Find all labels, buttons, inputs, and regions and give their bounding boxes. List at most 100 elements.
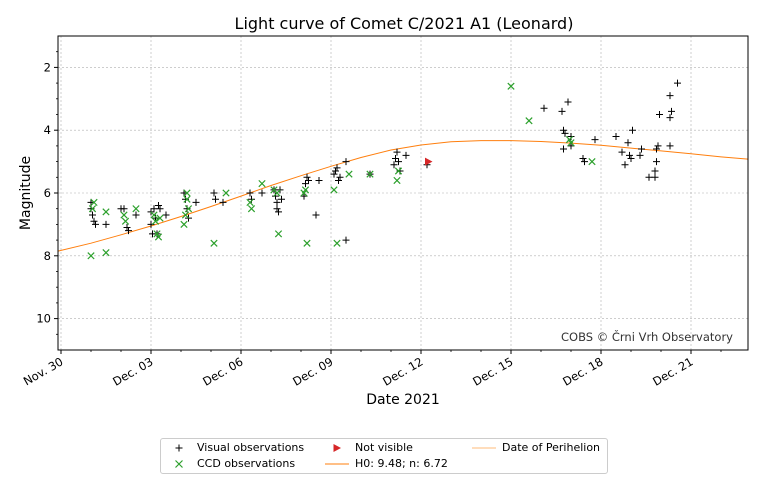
visual-observation-point	[402, 151, 410, 159]
visual-observation-point	[182, 195, 189, 203]
visual-observation-point	[626, 151, 633, 159]
x-tick-label: Dec. 18	[560, 354, 605, 388]
visual-observation-point	[302, 180, 309, 188]
ccd-observation-point	[393, 176, 401, 185]
line-marker-icon	[470, 440, 498, 456]
visual-observation-point	[666, 92, 674, 100]
ccd-observation-point	[181, 211, 190, 219]
ccd-observation-point	[258, 179, 266, 188]
ccd-observation-point	[183, 195, 191, 203]
visual-observation-point	[183, 205, 191, 213]
x-tick-label: Dec. 03	[110, 354, 155, 388]
visual-observation-point	[395, 158, 402, 166]
visual-observation-point	[120, 205, 128, 213]
visual-observation-point	[390, 161, 398, 169]
ccd-observation-point	[87, 252, 95, 260]
visual-observation-point	[156, 205, 164, 213]
visual-observation-point	[342, 236, 350, 244]
ccd-observation-point	[88, 205, 97, 213]
ccd-observation-point	[180, 220, 188, 229]
ccd-observation-point	[156, 214, 164, 222]
line-marker-icon	[323, 456, 351, 472]
x-tick-label: Dec. 12	[380, 354, 425, 388]
ccd-observation-point	[507, 82, 515, 90]
visual-observation-point	[192, 198, 200, 206]
visual-observation-point	[558, 107, 566, 115]
ccd-observation-point	[154, 233, 163, 241]
ccd-observation-point	[394, 167, 403, 175]
legend: Visual observations CCD observations Not…	[160, 438, 608, 474]
visual-observation-point	[564, 98, 572, 106]
visual-observation-point	[581, 158, 588, 166]
y-axis-title: Magnitude	[18, 156, 34, 230]
visual-observation-point	[591, 136, 599, 144]
visual-observation-point	[162, 211, 170, 219]
ccd-observation-point	[303, 239, 311, 247]
visual-observation-point	[560, 145, 567, 153]
y-tick-label: 10	[36, 312, 51, 326]
ccd-observation-point	[567, 139, 575, 147]
x-axis-title: Date 2021	[366, 392, 440, 408]
visual-observation-point	[674, 79, 681, 87]
y-tick-label: 2	[44, 60, 51, 74]
ccd-observation-point	[273, 189, 281, 197]
visual-observation-point	[210, 189, 218, 197]
ccd-observation-point	[121, 217, 130, 225]
ccd-observation-point	[183, 189, 191, 197]
visual-observation-point	[656, 111, 663, 118]
visual-observation-point	[560, 126, 567, 134]
visual-observation-point	[335, 176, 342, 184]
visual-observation-point	[612, 132, 620, 140]
plus-marker-icon	[165, 440, 193, 456]
visual-observation-point	[147, 220, 155, 228]
legend-item-model: H0: 9.48; n: 6.72	[323, 456, 448, 472]
x-axis: Nov. 30 Dec. 03 Dec. 06 Dec. 09 Dec. 12 Dec. …	[21, 350, 722, 389]
visual-observation-point	[540, 104, 548, 112]
visual-observation-point	[246, 189, 254, 197]
visual-observation-point	[621, 161, 629, 169]
visual-observation-point	[219, 198, 227, 206]
y-tick-label: 4	[44, 123, 51, 137]
visual-observation-point	[87, 205, 95, 213]
visual-observation-point	[629, 126, 636, 134]
visual-observation-point	[627, 154, 635, 162]
visual-observation-point	[273, 198, 281, 206]
ccd-observation-point	[301, 186, 310, 194]
x-tick-label: Dec. 15	[470, 354, 515, 388]
ccd-observation-point	[247, 205, 256, 213]
visual-observation-point	[653, 145, 660, 153]
visual-observation-point	[336, 173, 344, 181]
visual-observation-point	[333, 164, 341, 172]
visual-observation-point	[92, 220, 99, 228]
visual-observation-point	[638, 145, 645, 153]
ccd-observation-point	[120, 211, 128, 219]
ccd-observation-point	[90, 198, 98, 207]
visual-observation-point	[155, 202, 162, 210]
ccd-observation-point	[184, 205, 193, 213]
visual-observation-point	[651, 173, 659, 181]
visual-observation-point	[258, 189, 266, 197]
x-tick-label: Dec. 21	[650, 354, 695, 388]
model-curve-line	[57, 140, 749, 252]
ccd-observation-point	[345, 170, 353, 178]
y-tick-label: 8	[44, 249, 51, 263]
visual-observation-point	[561, 129, 569, 137]
ccd-observation-point	[102, 208, 110, 216]
visual-observation-point	[305, 176, 312, 184]
model-curve-layer	[57, 140, 749, 252]
visual-observation-point	[312, 211, 320, 219]
y-tick-label: 6	[44, 186, 51, 200]
triangle-marker-icon	[323, 440, 351, 456]
ccd-observation-point	[150, 211, 158, 219]
ccd-observation-point	[525, 117, 533, 125]
visual-observation-point	[654, 142, 662, 150]
ccd-observation-point	[132, 205, 140, 213]
visual-observation-point	[125, 227, 132, 235]
visual-observation-point	[332, 167, 339, 175]
ccd-observation-point	[330, 186, 338, 194]
legend-item-visual: Visual observations	[165, 440, 304, 456]
visual-observation-point	[651, 167, 659, 175]
ccd-observation-point	[222, 189, 230, 197]
visual-observation-point	[666, 142, 674, 150]
ccd-observation-point	[210, 239, 218, 247]
